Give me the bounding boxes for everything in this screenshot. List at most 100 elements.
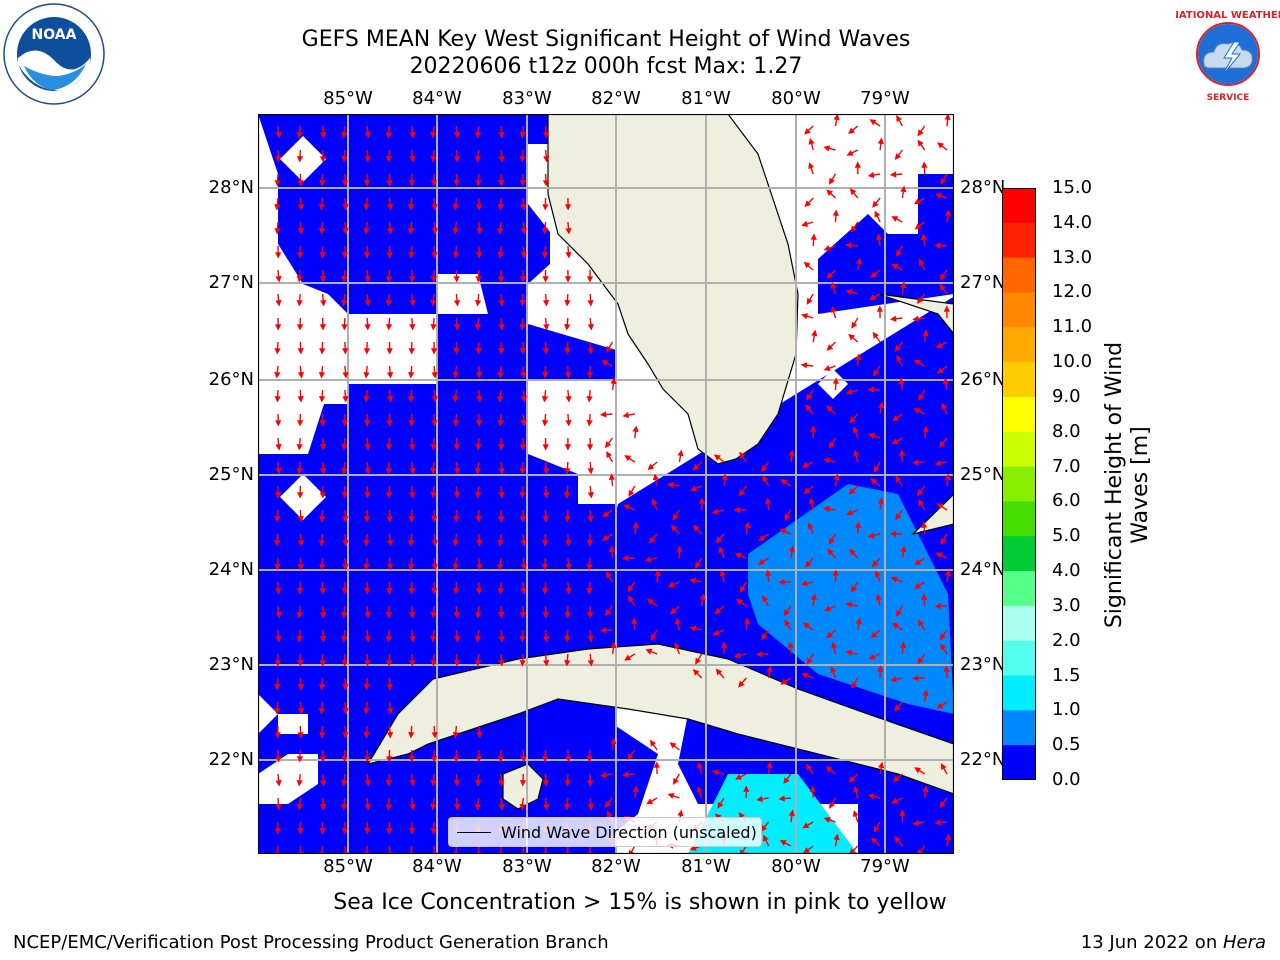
wave-direction-arrowhead [823,605,831,612]
wave-direction-arrowhead [587,323,594,331]
wave-direction-arrowhead [363,203,370,211]
wave-direction-arrowhead [802,622,810,629]
wave-direction-arrowhead [364,467,371,475]
wave-direction-arrowhead [832,377,840,384]
wave-direction-arrowhead [677,449,684,457]
wave-direction-arrowhead [342,203,349,211]
wave-direction-arrowhead [430,612,437,619]
wave-direction-arrowhead [431,420,438,427]
colorbar [1002,188,1036,780]
wave-direction-arrowhead [565,563,572,571]
wave-direction-arrowhead [319,420,326,427]
legend-label: Wind Wave Direction (unscaled) [501,822,757,842]
wave-direction-arrowhead [800,580,808,587]
wave-direction-arrowhead [341,467,348,475]
wave-direction-arrowhead [497,540,504,547]
wave-direction-arrowhead [648,536,656,544]
wave-direction-arrowhead [319,492,326,499]
wave-direction-arrowhead [564,635,571,643]
wave-direction-arrowhead [386,371,394,379]
wave-direction-arrowhead [342,516,349,523]
wave-direction-arrowhead [823,145,831,152]
wave-direction-arrowhead [341,180,349,187]
wave-direction-arrowhead [452,252,460,259]
wave-direction-arrowhead [408,395,415,403]
wave-direction-arrowhead [939,283,946,291]
wave-direction-arrowhead [674,642,681,650]
wave-direction-arrowhead [318,228,326,235]
wave-direction-arrowhead [849,416,856,424]
wave-direction-arrowhead [497,420,504,427]
wave-direction-arrowhead [802,822,810,829]
wave-direction-arrowhead [778,579,785,586]
wave-direction-arrowhead [564,516,571,523]
wave-direction-arrowhead [542,180,550,187]
wave-direction-arrowhead [342,539,349,547]
wave-direction-arrowhead [586,372,594,379]
colorbar-band [1002,536,1036,572]
wave-direction-arrowhead [942,377,950,385]
wave-direction-arrowhead [520,227,528,235]
wave-direction-arrowhead [453,492,461,499]
lat-label-left: 23°N [208,654,254,675]
lon-label-bottom: 83°W [502,856,552,877]
wave-direction-arrowhead [385,276,393,283]
colorbar-band [1002,327,1036,363]
land [366,114,954,810]
wave-direction-arrowhead [827,548,834,556]
wave-direction-arrow [410,845,413,854]
wave-direction-arrowhead [453,516,460,523]
wave-direction-arrowhead [363,707,370,715]
wave-direction-arrowhead [297,348,304,355]
wave-direction-arrowhead [744,521,751,529]
wave-direction-arrowhead [677,809,684,817]
colorbar-tick-label: 10.0 [1052,351,1093,373]
wave-direction-arrowhead [565,251,572,259]
wave-direction-arrowhead [452,563,459,571]
wave-direction-arrowhead [430,348,438,355]
wave-direction-arrowhead [408,516,415,523]
colorbar-band [1002,362,1036,398]
wave-direction-arrowhead [363,684,370,691]
wave-direction-arrowhead [363,348,371,355]
wave-direction-arrowhead [296,443,303,451]
wave-direction-arrowhead [565,395,572,403]
wave-direction-arrowhead [810,233,817,240]
wave-direction-arrowhead [385,444,393,451]
wave-direction-arrowhead [542,516,549,523]
wave-direction-arrowhead [297,492,304,499]
wave-direction-arrowhead [275,131,282,139]
wave-direction-arrowhead [895,475,902,483]
wave-direction-arrowhead [385,467,392,475]
wave-direction-arrowhead [900,185,907,193]
colorbar-tick-label: 6.0 [1052,490,1081,512]
wave-direction-arrowhead [519,180,527,187]
wave-direction-arrowhead [296,804,303,811]
colorbar-tick-label: 15.0 [1052,177,1093,198]
wave-direction-arrowhead [318,371,326,379]
wave-direction-arrowhead [714,454,721,461]
wave-direction-arrowhead [676,545,683,552]
wave-direction-arrowhead [475,612,482,619]
wave-direction-arrowhead [690,485,698,492]
wave-direction-arrowhead [780,479,788,486]
wave-direction-arrowhead [296,275,303,283]
wave-direction-arrowhead [803,847,811,854]
colorbar-tick-label: 1.0 [1052,699,1081,721]
wave-direction-arrowhead [474,323,482,331]
wave-direction-arrowhead [319,396,326,403]
wave-direction-arrowhead [939,273,947,281]
wave-direction-arrowhead [605,571,612,579]
footer-credit: NCEP/EMC/Verification Post Processing Pr… [13,932,609,953]
wave-direction-arrowhead [762,595,768,603]
wave-direction-arrowhead [788,545,795,553]
wave-direction-arrowhead [474,467,482,475]
wave-direction-arrowhead [766,665,773,673]
wave-direction-arrowhead [275,588,282,595]
wave-direction-arrowhead [386,492,393,499]
wave-direction-arrowhead [430,803,437,811]
wave-direction-arrowhead [918,258,925,266]
wave-direction-arrowhead [497,756,504,763]
wave-direction-arrowhead [385,803,393,811]
wave-direction-arrowhead [870,631,878,639]
